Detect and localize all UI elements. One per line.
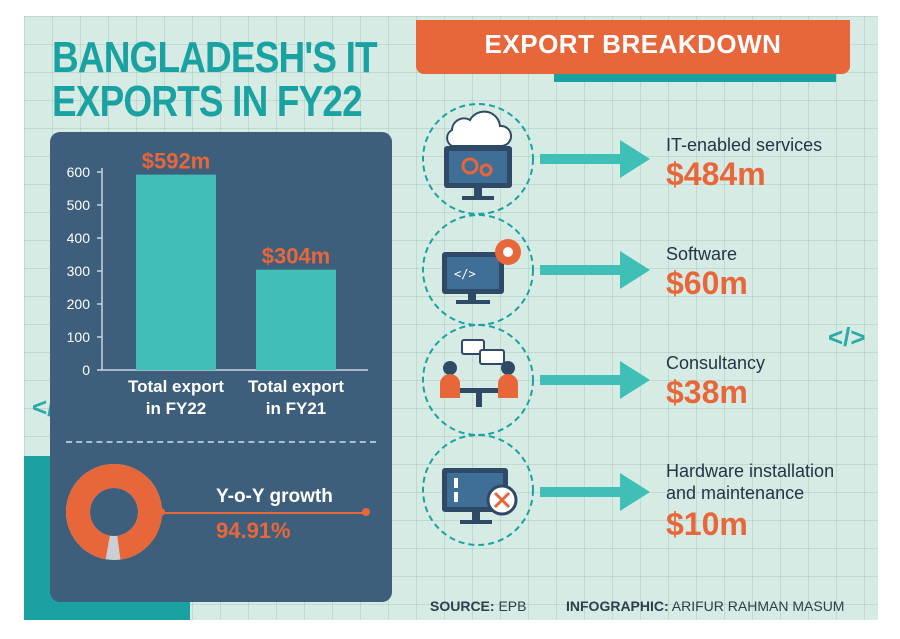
code-bracket-mark-icon: </> <box>828 322 866 352</box>
breakdown-label-hardware-line-1: Hardware installation <box>666 461 835 481</box>
code-monitor-gear-icon: </> <box>442 239 521 304</box>
y-tick-label: 0 <box>82 362 90 378</box>
svg-text:</>: </> <box>454 267 476 281</box>
breakdown-graphics: </> <box>422 103 650 546</box>
breakdown-value-software: $60m <box>666 265 748 301</box>
icon-circle <box>422 214 534 326</box>
source-key: SOURCE: <box>430 598 495 614</box>
bar-chart: 0 100 200 300 400 500 600 $592m Total export in F… <box>67 149 368 418</box>
infographic-value: ARIFUR RAHMAN MASUM <box>671 598 845 614</box>
growth-connector-dot <box>362 508 370 516</box>
y-tick-label: 400 <box>67 230 91 246</box>
x-category-label: in FY21 <box>266 399 326 418</box>
people-meeting-icon <box>440 339 518 407</box>
icon-circle <box>422 434 534 546</box>
bar <box>256 269 336 370</box>
growth-connector-dot <box>157 508 165 516</box>
infographic-credit: INFOGRAPHIC: ARIFUR RAHMAN MASUM <box>566 598 844 614</box>
breakdown-label-software: Software <box>666 244 738 264</box>
monitor-wrench-gear-icon <box>442 468 518 524</box>
bar <box>136 174 216 370</box>
growth-value: 94.91% <box>216 518 291 543</box>
x-category-label: in FY22 <box>146 399 206 418</box>
cloud-monitor-gears-icon <box>444 110 512 200</box>
y-tick-label: 300 <box>67 263 91 279</box>
infographic-canvas: BANGLADESH'S IT EXPORTS IN FY22 </> </> … <box>24 16 878 620</box>
x-category-label: Total export <box>248 377 344 396</box>
bar-data-label: $592m <box>142 149 211 174</box>
breakdown-value-it-enabled: $484m <box>666 156 766 192</box>
growth-donut <box>66 464 162 560</box>
breakdown-label-it-enabled: IT-enabled services <box>666 135 823 155</box>
icon-circle <box>422 324 534 436</box>
growth-label: Y-o-Y growth <box>216 486 333 507</box>
breakdown-value-hardware: $10m <box>666 506 748 542</box>
infographic-title: BANGLADESH'S IT EXPORTS IN FY22 <box>52 36 405 124</box>
breakdown-label-hardware: Hardware installation and maintenance <box>666 460 834 504</box>
breakdown-label-consultancy: Consultancy <box>666 353 766 373</box>
header-underline <box>554 74 836 82</box>
breakdown-label-hardware-line-2: and maintenance <box>666 483 805 503</box>
source-credit: SOURCE: EPB <box>430 598 526 614</box>
y-tick-label: 200 <box>67 296 91 312</box>
donut-growth-arc <box>66 464 162 560</box>
y-tick-label: 500 <box>67 197 91 213</box>
growth-connector-line <box>160 512 366 514</box>
breakdown-value-consultancy: $38m <box>666 374 748 410</box>
infographic-key: INFOGRAPHIC: <box>566 598 669 614</box>
icon-circle <box>422 103 534 215</box>
panel-divider <box>66 441 376 443</box>
bar-data-label: $304m <box>262 244 331 269</box>
arrow-icon <box>540 140 650 511</box>
chart-panel: 0 100 200 300 400 500 600 $592m Total export in F… <box>50 132 392 602</box>
x-category-label: Total export <box>128 377 224 396</box>
title-line-1: BANGLADESH'S IT <box>52 33 378 82</box>
header-banner <box>416 20 850 74</box>
source-value: EPB <box>498 598 527 614</box>
y-tick-label: 100 <box>67 329 91 345</box>
header-title: EXPORT BREAKDOWN <box>484 29 782 59</box>
title-line-2: EXPORTS IN FY22 <box>52 77 363 126</box>
y-tick-label: 600 <box>67 164 91 180</box>
